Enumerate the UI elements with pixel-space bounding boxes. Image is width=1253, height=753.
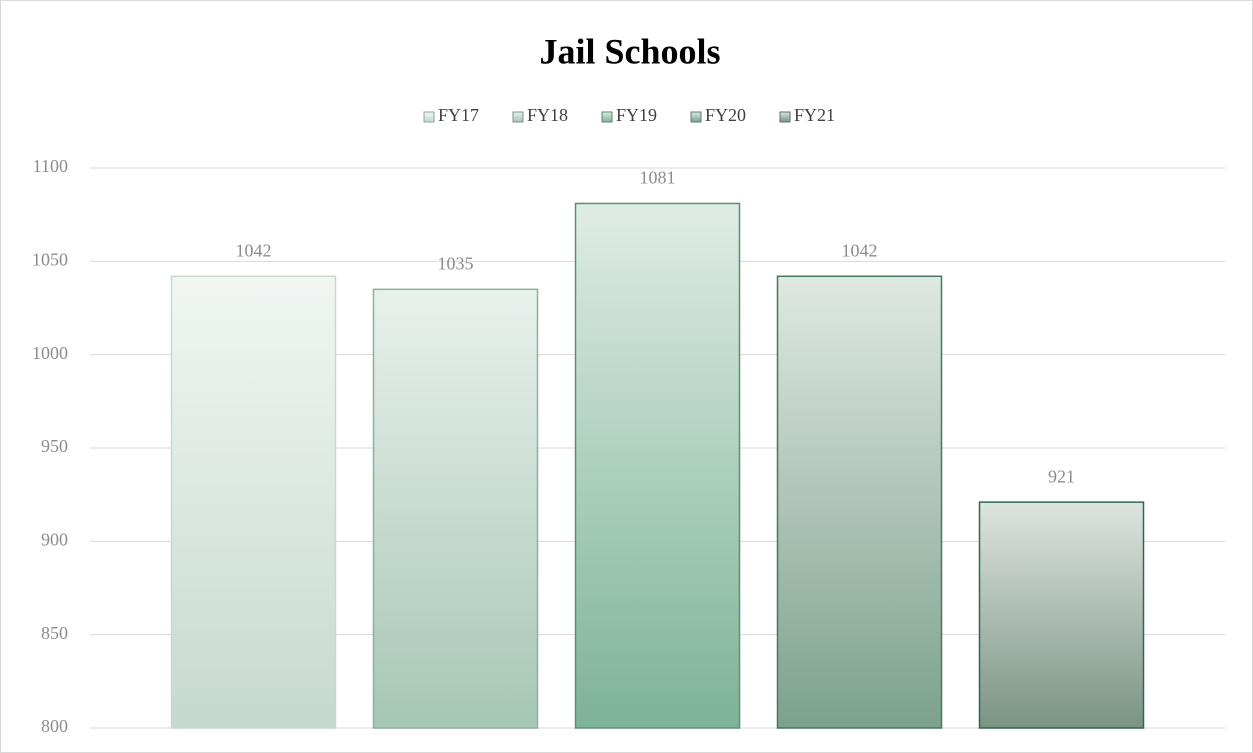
y-tick-label: 1000 — [32, 343, 68, 363]
bar — [372, 288, 539, 729]
legend-label: FY19 — [616, 105, 657, 125]
y-tick-label: 1100 — [33, 156, 68, 176]
y-tick-label: 900 — [41, 529, 68, 549]
data-label: 1035 — [438, 253, 474, 273]
bar — [574, 202, 741, 729]
y-tick-label: 850 — [41, 623, 68, 643]
data-label: 1042 — [236, 240, 272, 260]
legend-swatch — [601, 111, 613, 123]
y-tick-label: 950 — [41, 436, 68, 456]
legend-swatch — [512, 111, 524, 123]
legend-swatch — [423, 111, 435, 123]
bar — [776, 275, 943, 729]
legend-label: FY21 — [794, 105, 835, 125]
legend-swatch — [690, 111, 702, 123]
legend-label: FY20 — [705, 105, 746, 125]
data-label: 1042 — [842, 240, 878, 260]
legend-label: FY18 — [527, 105, 568, 125]
legend-label: FY17 — [438, 105, 479, 125]
bar — [978, 501, 1145, 729]
legend-swatch — [779, 111, 791, 123]
bar — [170, 275, 337, 729]
data-label: 1081 — [640, 168, 676, 188]
y-tick-label: 1050 — [32, 249, 68, 269]
chart-title: Jail Schools — [539, 31, 720, 71]
data-label: 921 — [1048, 466, 1075, 486]
y-tick-label: 800 — [41, 716, 68, 736]
